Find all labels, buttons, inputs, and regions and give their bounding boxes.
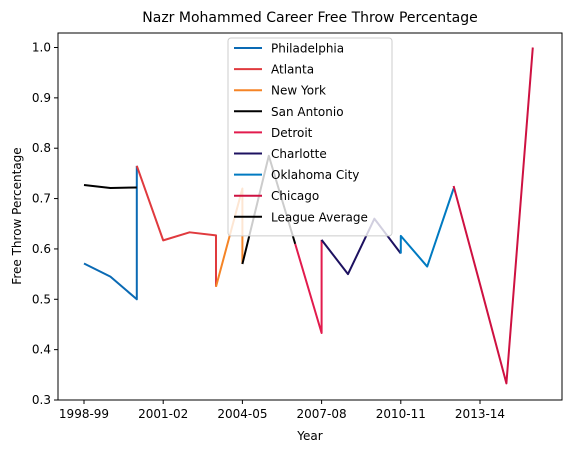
y-tick-label: 0.7: [32, 192, 51, 206]
series-line-detroit: [294, 239, 323, 335]
y-tick-label: 0.6: [32, 242, 51, 256]
y-tick-label: 0.8: [32, 141, 51, 155]
y-tick-label: 0.3: [32, 393, 51, 407]
legend-frame: [227, 37, 393, 237]
legend-label-league-average: League Average: [271, 210, 368, 224]
legend-label-oklahoma-city: Oklahoma City: [271, 168, 359, 182]
x-tick-label: 2004-05: [217, 407, 267, 421]
series-line-chicago: [452, 47, 534, 385]
legend-label-atlanta: Atlanta: [271, 63, 314, 77]
legend-label-charlotte: Charlotte: [271, 147, 327, 161]
legend-label-new-york: New York: [271, 84, 326, 98]
plot-frame: [57, 32, 563, 401]
legend-label-san-antonio: San Antonio: [271, 105, 344, 119]
series-line-philadelphia: [83, 165, 138, 301]
x-tick-label: 2007-08: [297, 407, 347, 421]
legend-label-philadelphia: Philadelphia: [271, 42, 344, 56]
y-tick-label: 0.9: [32, 91, 51, 105]
y-axis-title: Free Throw Percentage: [10, 147, 24, 284]
x-axis-ticks: 1998-99 2001-02 2004-05 2007-08 2010-11 2013-…: [59, 400, 505, 421]
x-tick-label: 2013-14: [455, 407, 505, 421]
x-tick-label: 2010-11: [376, 407, 426, 421]
chart-title: Nazr Mohammed Career Free Throw Percenta…: [142, 10, 477, 26]
y-tick-label: 0.5: [32, 292, 51, 306]
y-tick-label: 1.0: [32, 41, 51, 55]
legend-label-chicago: Chicago: [271, 189, 319, 203]
legend: Philadelphia Atlanta New York San Antonio De…: [227, 37, 393, 237]
x-tick-label: 1998-99: [59, 407, 109, 421]
y-axis-ticks: 0.3 0.4 0.5 0.6 0.7 0.8 0.9 1.0: [32, 41, 58, 407]
x-tick-label: 2001-02: [138, 407, 188, 421]
series-line-atlanta: [135, 165, 217, 287]
series-line-oklahoma-city: [399, 188, 455, 268]
x-axis-title: Year: [296, 429, 322, 443]
y-tick-label: 0.4: [32, 343, 51, 357]
series-line-league-average: [83, 183, 137, 189]
legend-label-detroit: Detroit: [271, 126, 313, 140]
